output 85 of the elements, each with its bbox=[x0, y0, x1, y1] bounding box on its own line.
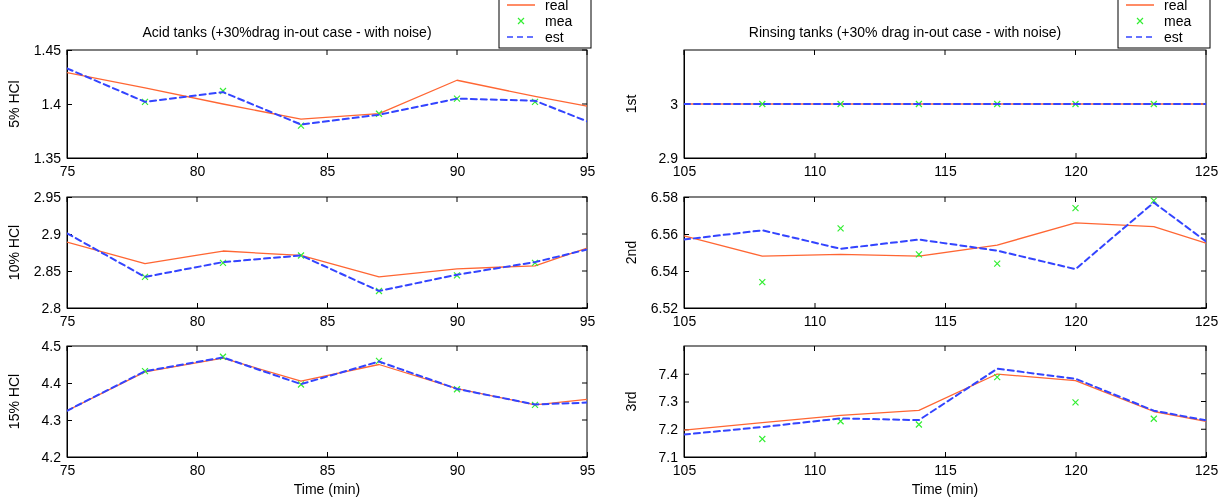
point bbox=[915, 420, 923, 429]
x-tick-label: 115 bbox=[934, 162, 957, 179]
line-series bbox=[684, 367, 1206, 436]
x-tick-label: 95 bbox=[579, 312, 596, 329]
point bbox=[993, 373, 1001, 381]
point bbox=[141, 273, 149, 281]
line-series bbox=[684, 373, 1206, 431]
point bbox=[375, 110, 383, 118]
legend-label: mea bbox=[1164, 13, 1192, 29]
point bbox=[758, 278, 766, 286]
y-tick-label: 4.4 bbox=[41, 374, 62, 391]
point bbox=[1071, 204, 1080, 212]
line-series bbox=[684, 222, 1206, 257]
point bbox=[1150, 197, 1158, 205]
y-tick-label: 2.85 bbox=[33, 262, 62, 279]
chart-title: Acid tanks (+30%drag in-out case - with noise) bbox=[142, 24, 432, 40]
x-tick-label: 110 bbox=[803, 461, 827, 478]
x-tick-label: 120 bbox=[1064, 312, 1088, 329]
x-tick-label: 80 bbox=[189, 162, 206, 179]
point bbox=[453, 95, 461, 103]
y-tick-label: 4.5 bbox=[41, 337, 62, 354]
y-axis-title: 1st bbox=[623, 94, 639, 114]
point bbox=[219, 259, 227, 267]
y-tick-label: 1.45 bbox=[33, 41, 62, 58]
y-tick-label: 7.2 bbox=[658, 421, 679, 438]
line-series bbox=[684, 201, 1206, 271]
y-tick-label: 2.8 bbox=[41, 299, 62, 316]
x-tick-label: 90 bbox=[449, 312, 466, 329]
point bbox=[297, 251, 305, 260]
x-tick-label: 110 bbox=[803, 312, 827, 329]
x-tick-label: 110 bbox=[803, 162, 827, 179]
legend-label: mea bbox=[545, 13, 573, 29]
x-tick-label: 95 bbox=[579, 461, 596, 478]
x-tick-label: 115 bbox=[934, 312, 957, 329]
y-tick-label: 7.4 bbox=[658, 365, 679, 382]
y-tick-label: 2.95 bbox=[33, 188, 62, 205]
legend-label: est bbox=[1164, 29, 1183, 45]
x-tick-label: 80 bbox=[189, 461, 206, 478]
x-tick-label: 85 bbox=[319, 162, 336, 179]
y-tick-label: 1.35 bbox=[33, 149, 62, 166]
x-tick-label: 125 bbox=[1194, 461, 1218, 478]
y-tick-label: 7.3 bbox=[658, 393, 679, 410]
line-series bbox=[67, 241, 587, 278]
x-tick-label: 75 bbox=[59, 461, 76, 478]
x-tick-label: 85 bbox=[319, 312, 336, 329]
y-axis-title: 10% HCl bbox=[6, 224, 22, 281]
point bbox=[141, 367, 149, 375]
x-tick-label: 90 bbox=[449, 461, 466, 478]
y-tick-label: 6.54 bbox=[650, 262, 679, 279]
x-tick-label: 125 bbox=[1194, 162, 1218, 179]
y-axis-title: 5% HCl bbox=[6, 80, 22, 128]
y-axis-title: 3rd bbox=[623, 391, 639, 412]
legend-label: real bbox=[1164, 0, 1188, 13]
x-axis-title: Time (min) bbox=[911, 481, 979, 497]
x-tick-label: 120 bbox=[1064, 162, 1088, 179]
point bbox=[915, 250, 923, 258]
y-tick-label: 2.9 bbox=[41, 225, 62, 242]
point bbox=[1071, 398, 1080, 406]
x-tick-label: 125 bbox=[1194, 312, 1218, 329]
point bbox=[1150, 415, 1158, 423]
x-axis-title: Time (min) bbox=[293, 481, 361, 497]
y-tick-label: 6.58 bbox=[650, 188, 679, 205]
x-tick-label: 90 bbox=[449, 162, 466, 179]
x-tick-label: 120 bbox=[1064, 461, 1088, 478]
y-axis-title: 15% HCl bbox=[6, 373, 22, 430]
x-tick-label: 80 bbox=[189, 312, 206, 329]
line-series bbox=[67, 232, 587, 292]
x-tick-label: 115 bbox=[934, 461, 957, 478]
y-tick-label: 1.4 bbox=[41, 95, 62, 112]
y-tick-label: 3 bbox=[670, 95, 679, 112]
x-tick-label: 85 bbox=[319, 461, 336, 478]
point bbox=[993, 260, 1001, 268]
line-series bbox=[67, 72, 587, 120]
point bbox=[758, 435, 766, 443]
x-tick-label: 75 bbox=[59, 162, 76, 179]
y-axis-title: 2nd bbox=[623, 240, 639, 265]
legend-label: est bbox=[545, 29, 564, 45]
x-tick-label: 75 bbox=[59, 312, 76, 329]
chart-title: Rinsing tanks (+30% drag in-out case - with noise) bbox=[748, 24, 1062, 40]
x-tick-label: 95 bbox=[579, 162, 596, 179]
line-series bbox=[67, 67, 587, 126]
legend-label: real bbox=[545, 0, 569, 13]
y-tick-label: 6.56 bbox=[650, 225, 679, 242]
y-tick-label: 4.2 bbox=[41, 448, 62, 465]
y-tick-label: 4.3 bbox=[41, 411, 62, 428]
